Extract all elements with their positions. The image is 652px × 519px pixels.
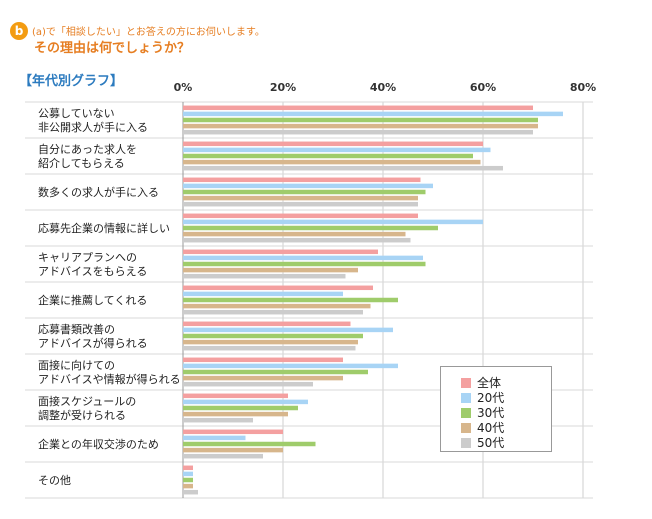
bar (183, 489, 198, 495)
bar (183, 411, 288, 417)
bar (183, 465, 193, 471)
bar (183, 141, 483, 147)
bar (183, 165, 503, 171)
bar (183, 249, 378, 255)
legend-swatch (461, 393, 471, 403)
category-label: 調整が受けられる (38, 408, 126, 422)
bar (183, 129, 533, 135)
category-label: 非公開求人が手に入る (38, 120, 148, 134)
bar (183, 267, 358, 273)
bar (183, 327, 393, 333)
bar (183, 345, 356, 351)
question-badge: b (10, 22, 28, 40)
bar (183, 297, 398, 303)
bar (183, 153, 473, 159)
category-label: 応募先企業の情報に詳しい (38, 221, 170, 235)
bar (183, 483, 193, 489)
bar (183, 273, 346, 279)
bar (183, 405, 298, 411)
bar (183, 291, 343, 297)
bar (183, 213, 418, 219)
category-label: 面接に向けての (38, 358, 115, 372)
bar (183, 177, 421, 183)
legend-item: 40代 (461, 419, 505, 435)
category-label: アドバイスをもらえる (38, 265, 147, 278)
legend-swatch (461, 423, 471, 433)
legend-item: 50代 (461, 434, 505, 450)
legend-item: 全体 (461, 374, 502, 390)
bar (183, 369, 368, 375)
category-label: 応募書類改善の (38, 322, 115, 336)
bar (183, 471, 193, 477)
category-label: アドバイスや情報が得られる (38, 372, 181, 386)
legend-swatch (461, 438, 471, 448)
bar (183, 189, 426, 195)
bar (183, 417, 253, 423)
question-text-line1: (a)で「相談したい」とお答えの方にお伺いします。 (32, 27, 265, 38)
bar (183, 219, 483, 225)
bar (183, 399, 308, 405)
bar (183, 105, 533, 111)
category-label: アドバイスが得られる (38, 336, 148, 350)
bar (183, 381, 313, 387)
bar (183, 123, 538, 129)
x-tick-label: 40% (370, 81, 396, 94)
bar (183, 261, 426, 267)
legend: 全体 20代 30代 40代 50代 (440, 366, 552, 452)
section-title: 【年代別グラフ】 (19, 74, 124, 89)
bar (183, 453, 263, 459)
legend-item: 20代 (461, 389, 505, 405)
bar (183, 363, 398, 369)
legend-label: 40代 (477, 421, 505, 435)
question-text-line2: その理由は何でしょうか？ (34, 41, 191, 56)
legend-swatch (461, 408, 471, 418)
bar (183, 147, 491, 153)
bar (183, 255, 423, 261)
bar (183, 309, 363, 315)
category-label: 紹介してもらえる (38, 157, 125, 170)
category-label: 企業に推薦してくれる (38, 293, 147, 307)
category-label: 面接スケジュールの (38, 395, 136, 408)
x-tick-label: 80% (570, 81, 596, 94)
category-label: キャリアプランへの (38, 251, 137, 264)
bar (183, 477, 193, 483)
bar (183, 183, 433, 189)
bar (183, 285, 373, 291)
bar (183, 111, 563, 117)
category-label: その他 (38, 474, 71, 487)
bar (183, 357, 343, 363)
bar (183, 303, 371, 309)
legend-swatch (461, 378, 471, 388)
x-tick-label: 20% (270, 81, 296, 94)
bar (183, 201, 418, 207)
category-label: 公募していない (38, 107, 115, 120)
bar (183, 195, 418, 201)
category-label: 数多くの求人が手に入る (38, 185, 159, 199)
bar (183, 231, 406, 237)
legend-item: 30代 (461, 404, 505, 420)
bar (183, 339, 358, 345)
bar (183, 393, 288, 399)
bar (183, 441, 316, 447)
bar (183, 375, 343, 381)
category-label: 企業との年収交渉のため (38, 437, 159, 451)
bar (183, 117, 538, 123)
bar (183, 321, 351, 327)
legend-label: 全体 (477, 376, 502, 390)
bar (183, 237, 411, 243)
x-tick-label: 0% (174, 81, 193, 94)
legend-label: 50代 (477, 436, 505, 450)
bar (183, 447, 283, 453)
bar (183, 225, 438, 231)
bar (183, 159, 481, 165)
bar (183, 435, 246, 441)
bar (183, 429, 283, 435)
category-label: 自分にあった求人を (38, 143, 137, 156)
legend-label: 20代 (477, 391, 505, 405)
bar (183, 333, 363, 339)
x-tick-label: 60% (470, 81, 496, 94)
legend-label: 30代 (477, 406, 505, 420)
